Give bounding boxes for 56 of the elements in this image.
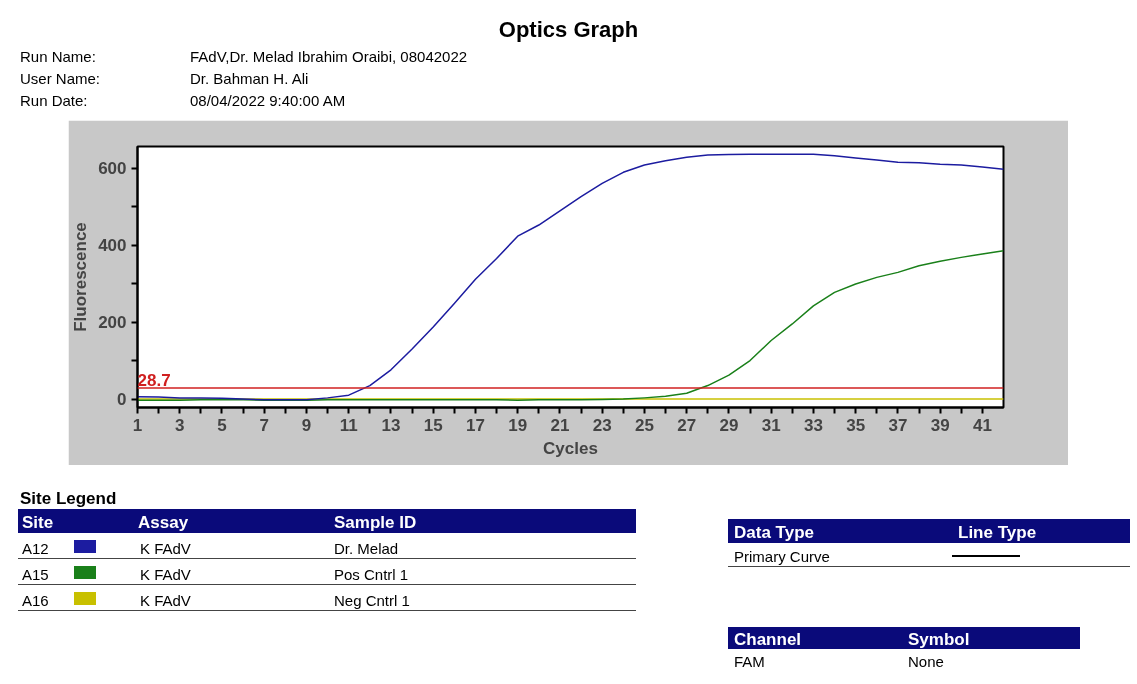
text: Line Type [958,522,1037,544]
x-tick-label: 41 [972,415,992,435]
x-tick-label: 11 [339,415,358,435]
y-tick-label: 400 [98,236,127,256]
y-tick-label: 200 [98,313,127,333]
text: Data Type [734,522,814,544]
text: Run Name: [20,47,96,67]
text: FAdV,Dr. Melad Ibrahim Oraibi, 08042022 [190,47,468,67]
x-tick-label: 7 [259,415,269,435]
line-series [137,153,1004,401]
x-tick-label: 35 [846,415,866,435]
y-tick-label: 0 [117,390,127,410]
text: Primary Curve [734,547,830,567]
text: Run Date: [20,91,88,111]
text: Site Legend [20,488,117,510]
text: K FAdV [140,591,191,611]
x-tick-label: 33 [803,415,823,435]
x-tick-label: 27 [677,415,697,435]
text: K FAdV [140,539,191,559]
text: 08/04/2022 9:40:00 AM [190,91,346,111]
text: Dr. Melad [334,539,399,559]
x-axis-title: Cycles [543,438,598,458]
line-series [137,250,1004,401]
text: Site [22,512,54,534]
x-tick-label: 25 [634,415,654,435]
x-tick-label: 31 [761,415,781,435]
x-tick-label: 19 [508,415,528,435]
y-axis-title: Fluorescence [71,222,91,332]
text: Dr. Bahman H. Ali [190,69,309,89]
text: None [908,652,944,672]
x-tick-label: 15 [423,415,443,435]
text: Channel [734,629,802,651]
x-tick-label: 5 [217,415,227,435]
legend-label: A12 [22,539,49,559]
x-tick-label: 21 [550,415,570,435]
text: FAM [734,652,765,672]
x-tick-label: 3 [175,415,185,435]
x-tick-label: 29 [719,415,739,435]
chart-title: Optics Graph [497,16,640,44]
x-tick-label: 37 [888,415,908,435]
x-tick-label: 39 [930,415,950,435]
text: User Name: [20,69,101,89]
text: Assay [138,512,189,534]
x-tick-label: 13 [381,415,401,435]
text: Sample ID [334,512,417,534]
x-tick-label: 17 [466,415,485,435]
text: Pos Cntrl 1 [334,565,409,585]
y-tick-label: 600 [98,159,127,179]
legend-label: A16 [22,591,49,611]
text: K FAdV [140,565,191,585]
legend-label: A15 [22,565,49,585]
x-tick-label: 23 [592,415,612,435]
x-tick-label: 9 [301,415,312,435]
text: Symbol [908,629,970,651]
x-tick-label: 1 [132,415,143,435]
text: Neg Cntrl 1 [334,591,410,611]
